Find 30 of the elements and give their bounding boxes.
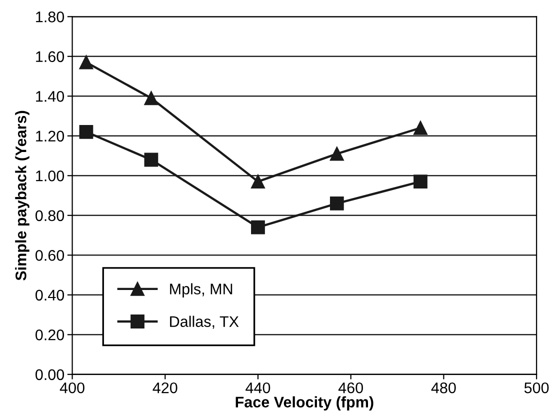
x-tick-label: 400	[60, 382, 84, 394]
point	[79, 124, 94, 139]
y-axis-title: Simple payback (Years)	[15, 110, 30, 280]
y-tick-label: 1.60	[36, 51, 64, 62]
point	[330, 146, 344, 161]
y-tick-label: 1.40	[36, 91, 64, 102]
x-tick-label: 420	[152, 382, 178, 394]
point	[251, 220, 265, 234]
x-tick-label: 480	[431, 382, 456, 394]
x-tick-label: 500	[524, 382, 549, 394]
y-tick-label: 0.00	[36, 369, 64, 380]
x-tick-label: 460	[338, 382, 363, 394]
y-tick-label: 0.40	[36, 290, 64, 301]
x-tick-label: 440	[246, 382, 270, 394]
y-tick-label: 0.20	[36, 330, 64, 340]
point	[414, 121, 428, 135]
point	[414, 174, 428, 189]
y-tick-label: 0.60	[36, 250, 64, 261]
legend-label: Mpls, MN	[170, 283, 232, 298]
point	[144, 152, 158, 167]
point	[144, 91, 158, 106]
point	[79, 55, 94, 70]
point	[251, 174, 265, 189]
x-axis-title: Face Velocity (fpm)	[236, 396, 374, 411]
y-tick-label: 1.80	[36, 12, 64, 22]
y-tick-label: 1.00	[36, 170, 64, 182]
y-tick-label: 1.20	[36, 130, 64, 142]
y-tick-label: 0.80	[36, 210, 64, 222]
point	[330, 196, 344, 210]
legend-label: Dallas, TX	[170, 316, 239, 329]
